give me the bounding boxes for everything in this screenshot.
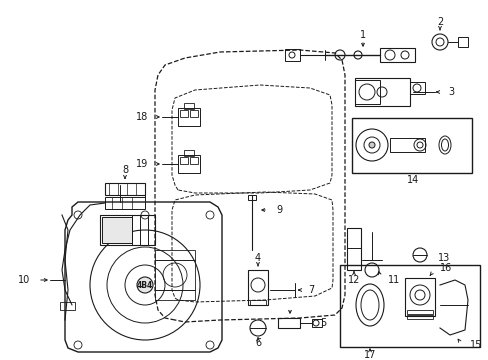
Bar	[457, 37, 467, 47]
Bar	[247, 270, 267, 305]
Text: 16: 16	[439, 263, 451, 273]
Bar	[190, 110, 198, 117]
Bar	[180, 110, 187, 117]
Bar	[339, 265, 479, 347]
Text: 12: 12	[347, 275, 360, 285]
Text: 7: 7	[307, 285, 314, 295]
Text: 4B4: 4B4	[137, 280, 153, 289]
Text: 13: 13	[437, 253, 449, 263]
Text: 18: 18	[136, 112, 148, 122]
Bar	[180, 157, 187, 164]
Bar	[354, 80, 379, 104]
Bar	[178, 108, 200, 126]
Bar	[183, 103, 194, 109]
Bar	[311, 319, 321, 327]
Bar	[247, 195, 256, 200]
Bar	[105, 183, 145, 195]
Circle shape	[137, 277, 153, 293]
Bar	[404, 278, 434, 316]
Bar	[278, 318, 299, 328]
Bar	[100, 215, 155, 245]
Text: 3: 3	[447, 87, 453, 97]
Bar	[354, 78, 409, 106]
Bar	[389, 138, 424, 152]
Bar	[346, 228, 360, 270]
Bar	[155, 250, 195, 300]
Text: 1: 1	[359, 30, 366, 40]
Bar	[249, 300, 265, 305]
Bar	[102, 217, 132, 243]
Bar	[105, 197, 145, 209]
Bar	[406, 315, 432, 319]
Text: 9: 9	[275, 205, 282, 215]
Text: 5: 5	[319, 318, 325, 328]
Text: 6: 6	[254, 338, 261, 348]
Bar	[409, 82, 424, 94]
Text: 11: 11	[387, 275, 400, 285]
Bar	[285, 49, 299, 61]
Bar	[190, 157, 198, 164]
Text: 2: 2	[436, 17, 442, 27]
Text: 19: 19	[136, 159, 148, 169]
Text: 10: 10	[18, 275, 30, 285]
Bar	[406, 310, 432, 314]
Circle shape	[368, 142, 374, 148]
Bar	[351, 118, 471, 173]
Text: 8: 8	[122, 165, 128, 175]
Text: 14: 14	[406, 175, 418, 185]
Bar	[183, 150, 194, 156]
Bar	[60, 302, 75, 310]
Bar	[379, 48, 414, 62]
Text: 15: 15	[469, 340, 481, 350]
Text: 17: 17	[363, 350, 375, 360]
Bar	[178, 155, 200, 173]
Text: 4: 4	[254, 253, 261, 263]
